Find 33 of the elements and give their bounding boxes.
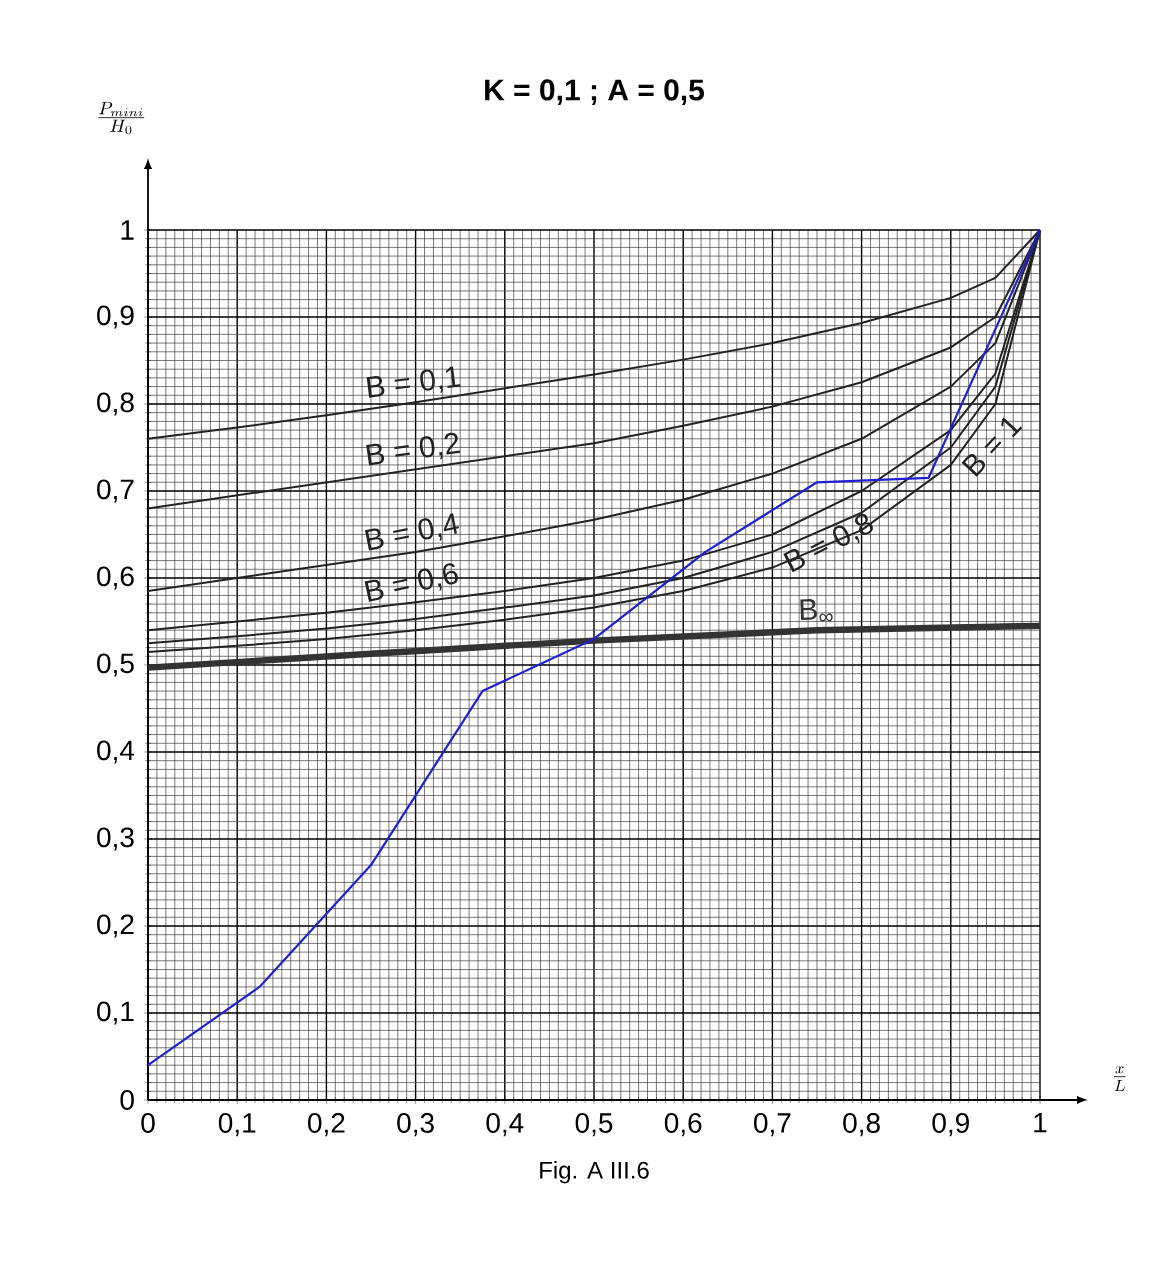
x-tick-label: 0,2 [308, 1113, 345, 1137]
x-tick-label: 1 [1034, 1113, 1047, 1133]
y-tick-label: 0,4 [97, 740, 135, 764]
x-tick-label: 0,9 [932, 1113, 969, 1137]
line-series [146, 228, 1042, 1067]
x-tick-label: 0 [141, 1113, 155, 1133]
x-tick-label: 0,7 [754, 1113, 791, 1137]
text: B = 1 [961, 417, 1023, 477]
x-tick-label: 0,8 [843, 1113, 880, 1137]
y-tick-label: 0,2 [97, 914, 134, 938]
series-label: B$_{∞}$ [800, 599, 833, 622]
x-tick-label: 0,1 [218, 1113, 256, 1137]
chart-title: K = 0,1 ; A = 0,5 [485, 79, 704, 105]
y-tick-label: 1 [121, 220, 134, 240]
y-axis-title: $\frac{P_{mini}}{H_0}$ [98, 101, 145, 135]
y-tick-label: 0,5 [97, 653, 134, 677]
y-tick-label: 0,8 [97, 392, 134, 416]
y-tick-label: 0 [120, 1090, 134, 1110]
text: B = 0,2 [366, 432, 461, 466]
y-tick-label: 0,6 [97, 566, 134, 590]
y-tick-label: 0,1 [97, 1001, 134, 1025]
x-tick-label: 0,6 [664, 1113, 702, 1137]
text: B = 0,4 [365, 513, 459, 551]
y-tick-label: 0,7 [97, 479, 134, 503]
x-axis-title: $\frac{x}{L}$ [1113, 1066, 1126, 1091]
text: B = 0,6 [364, 563, 458, 602]
x-tick-label: 0,3 [397, 1113, 434, 1137]
y-tick-label: 0,3 [97, 827, 134, 851]
y-tick-label: 0,9 [97, 305, 134, 329]
x-tick-label: 0,4 [486, 1113, 524, 1137]
text: B = 0,1 [366, 366, 461, 398]
x-tick-label: 0,5 [575, 1113, 613, 1137]
text: Fig. A III.6 [540, 1161, 649, 1184]
